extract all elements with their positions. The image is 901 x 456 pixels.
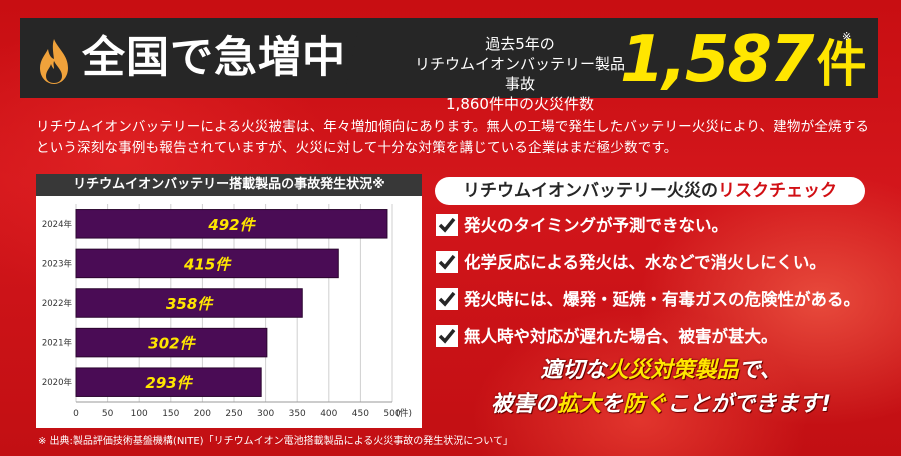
- checkbox-checked-icon: [436, 214, 458, 236]
- y-tick-label: 2022年: [42, 298, 73, 309]
- bar: [75, 288, 303, 318]
- bar: [75, 367, 262, 397]
- flame-icon: [40, 39, 68, 84]
- footnote-mark: ※: [842, 30, 852, 43]
- slogan-highlight: 拡大: [556, 392, 601, 417]
- bar-data-label: 302件: [148, 335, 196, 353]
- y-tick-label: 2020年: [42, 377, 73, 388]
- headline: 全国で急増中: [82, 33, 346, 83]
- risk-check-title: リチウムイオンバッテリー火災のリスクチェック: [435, 177, 865, 205]
- slogan-line-1: 適切な火災対策製品で、: [436, 354, 886, 388]
- header-left-panel: [20, 18, 372, 98]
- bar-data-label: 492件: [207, 216, 256, 234]
- past-line-1: 過去5年の: [485, 35, 555, 53]
- description-text: リチウムイオンバッテリーによる火災被害は、年々増加傾向にあります。無人の工場で発…: [36, 119, 870, 156]
- fire-count-unit: 件: [816, 35, 866, 93]
- y-tick-label: 2021年: [42, 338, 73, 349]
- checkbox-checked-icon: [436, 325, 458, 347]
- risk-item: 発火のタイミングが予測できない。: [436, 212, 886, 249]
- risk-item: 発火時には、爆発・延焼・有毒ガスの危険性がある。: [436, 286, 886, 323]
- slogan-highlight: 防ぐ: [622, 392, 667, 417]
- past-line-3: 1,860件中の火災件数: [446, 95, 594, 113]
- risk-title-highlight: リスクチェック: [718, 181, 837, 201]
- x-tick-label: 450: [352, 409, 369, 419]
- checkbox-checked-icon: [436, 288, 458, 310]
- slogan-line-2: 被害の拡大を防ぐことができます!: [436, 388, 886, 422]
- x-tick-label: 150: [162, 409, 179, 419]
- x-tick-label: 250: [225, 409, 242, 419]
- bar: [75, 248, 339, 279]
- x-tick-label: 0: [73, 409, 79, 419]
- checkbox-checked-icon: [436, 251, 458, 273]
- risk-item: 化学反応による発火は、水などで消火しにくい。: [436, 249, 886, 286]
- bar: [75, 209, 388, 239]
- risk-item-text: 発火のタイミングが予測できない。: [464, 216, 728, 235]
- source-note: ※ 出典:製品評価技術基盤機構(NITE)「リチウムイオン電池搭載製品による火災…: [38, 436, 513, 447]
- risk-item: 無人時や対応が遅れた場合、被害が甚大。: [436, 323, 886, 360]
- slogan-text: を: [600, 392, 623, 417]
- chart-title: リチウムイオンバッテリー搭載製品の事故発生状況※: [36, 174, 422, 196]
- slogan-text: で、: [738, 358, 782, 383]
- risk-title-main: リチウムイオンバッテリー火災の: [463, 181, 718, 201]
- slogan-highlight: 火災対策製品: [606, 358, 739, 383]
- risk-check-list: 発火のタイミングが予測できない。 化学反応による発火は、水などで消火しにくい。 …: [436, 212, 886, 360]
- y-tick-label: 2024年: [42, 219, 73, 230]
- y-tick-label: 2023年: [42, 258, 73, 269]
- risk-item-text: 無人時や対応が遅れた場合、被害が甚大。: [464, 327, 778, 346]
- header-right-panel: [366, 18, 878, 98]
- past-line-2: リチウムイオンバッテリー製品事故: [414, 55, 625, 93]
- x-tick-label: 200: [194, 409, 211, 419]
- slogan-text: 適切な: [540, 358, 607, 383]
- x-tick-label: 350: [289, 409, 306, 419]
- slogan-text: 被害の: [490, 392, 557, 417]
- fire-count: 1,587件: [620, 20, 866, 104]
- header-banner: 全国で急増中 過去5年の リチウムイオンバッテリー製品事故 1,860件中の火災…: [0, 0, 901, 113]
- risk-item-text: 化学反応による発火は、水などで消火しにくい。: [464, 253, 826, 272]
- fire-count-value: 1,587: [620, 23, 814, 97]
- x-tick-label: 500: [383, 409, 400, 419]
- x-tick-label: 400: [320, 409, 337, 419]
- x-tick-label: 100: [131, 409, 148, 419]
- slogan-text: ことができます!: [667, 392, 832, 417]
- x-tick-label: 300: [257, 409, 274, 419]
- bar-data-label: 415件: [183, 255, 232, 273]
- accident-chart: リチウムイオンバッテリー搭載製品の事故発生状況※ 492件 415件 358件 302…: [36, 174, 422, 428]
- bar-data-label: 293件: [145, 374, 193, 392]
- past-five-years-text: 過去5年の リチウムイオンバッテリー製品事故 1,860件中の火災件数: [408, 34, 632, 114]
- slogan: 適切な火災対策製品で、 被害の拡大を防ぐことができます!: [436, 354, 886, 422]
- x-tick-label: 50: [102, 409, 114, 419]
- x-axis-unit: (件): [396, 407, 412, 419]
- risk-item-text: 発火時には、爆発・延焼・有毒ガスの危険性がある。: [464, 290, 860, 309]
- bar-data-label: 358件: [166, 295, 214, 313]
- chart-plot: 492件 415件 358件 302件 293件 0 50 100 150 200 250 300 3…: [42, 204, 412, 419]
- bar: [75, 327, 268, 358]
